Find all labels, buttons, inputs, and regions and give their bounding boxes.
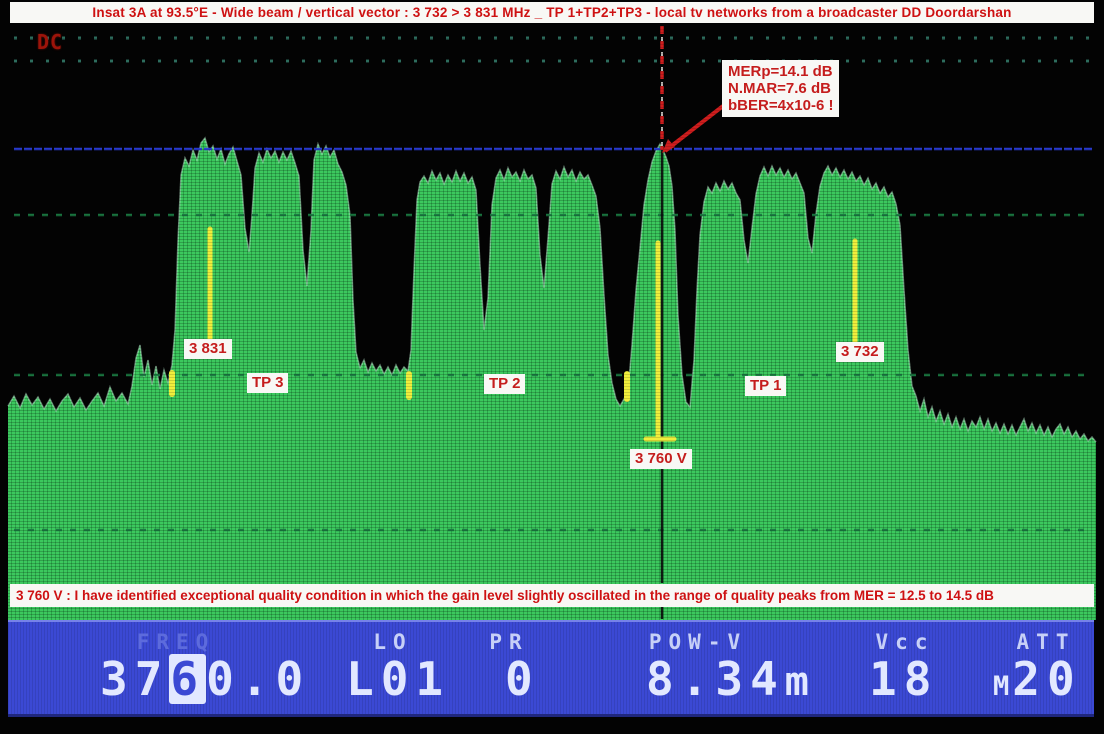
att-mode-prefix: M <box>993 671 1013 702</box>
freq-label-3831: 3 831 <box>184 339 232 359</box>
powv-value-field[interactable]: 8.34m <box>646 654 816 707</box>
bber-line: bBER=4x10-6 ! <box>728 97 834 114</box>
center-freq-label: 3 760 V <box>630 449 692 469</box>
nmar-line: N.MAR=7.6 dB <box>728 80 831 97</box>
powv-unit: m <box>784 659 816 705</box>
vcc-field-label: Vcc <box>875 630 935 654</box>
tp1-label: TP 1 <box>745 376 787 396</box>
pr-value-field[interactable]: 0 <box>505 652 540 706</box>
freq-value-prefix: 37 <box>100 652 170 706</box>
freq-cursor-digit: 6 <box>169 652 207 706</box>
mer-annotation-box: MERp=14.1 dB N.MAR=7.6 dB bBER=4x10-6 ! <box>722 60 840 117</box>
tp3-label: TP 3 <box>247 373 289 393</box>
powv-field-label: POW-V <box>648 630 748 654</box>
mer-line: MERp=14.1 dB <box>728 63 833 80</box>
freq-value-suffix: 0.0 <box>206 652 311 706</box>
freq-label-3732: 3 732 <box>836 342 884 362</box>
vcc-value-field[interactable]: 18 <box>869 652 939 706</box>
pr-field-label: PR <box>489 630 529 654</box>
caption-strip: 3 760 V : I have identified exceptional … <box>10 584 1094 607</box>
powv-value: 8.34 <box>646 652 785 706</box>
title-banner: Insat 3A at 93.5°E - Wide beam / vertica… <box>10 2 1094 23</box>
tp2-label: TP 2 <box>484 374 526 394</box>
spectrum-plot <box>7 26 1097 620</box>
status-bar: FREQ 3760.0 LO L01 PR 0 POW-V 8.34m Vcc … <box>8 620 1094 717</box>
att-value-field[interactable]: M20 <box>993 654 1081 712</box>
lo-value-field[interactable]: L01 <box>346 652 451 706</box>
att-field-label: ATT <box>1016 630 1076 654</box>
dc-indicator: DC <box>37 30 64 54</box>
freq-value-field[interactable]: 3760.0 <box>100 654 310 704</box>
att-value: 20 <box>1012 652 1082 706</box>
lo-field-label: LO <box>373 630 413 654</box>
freq-field-label: FREQ <box>136 630 216 654</box>
